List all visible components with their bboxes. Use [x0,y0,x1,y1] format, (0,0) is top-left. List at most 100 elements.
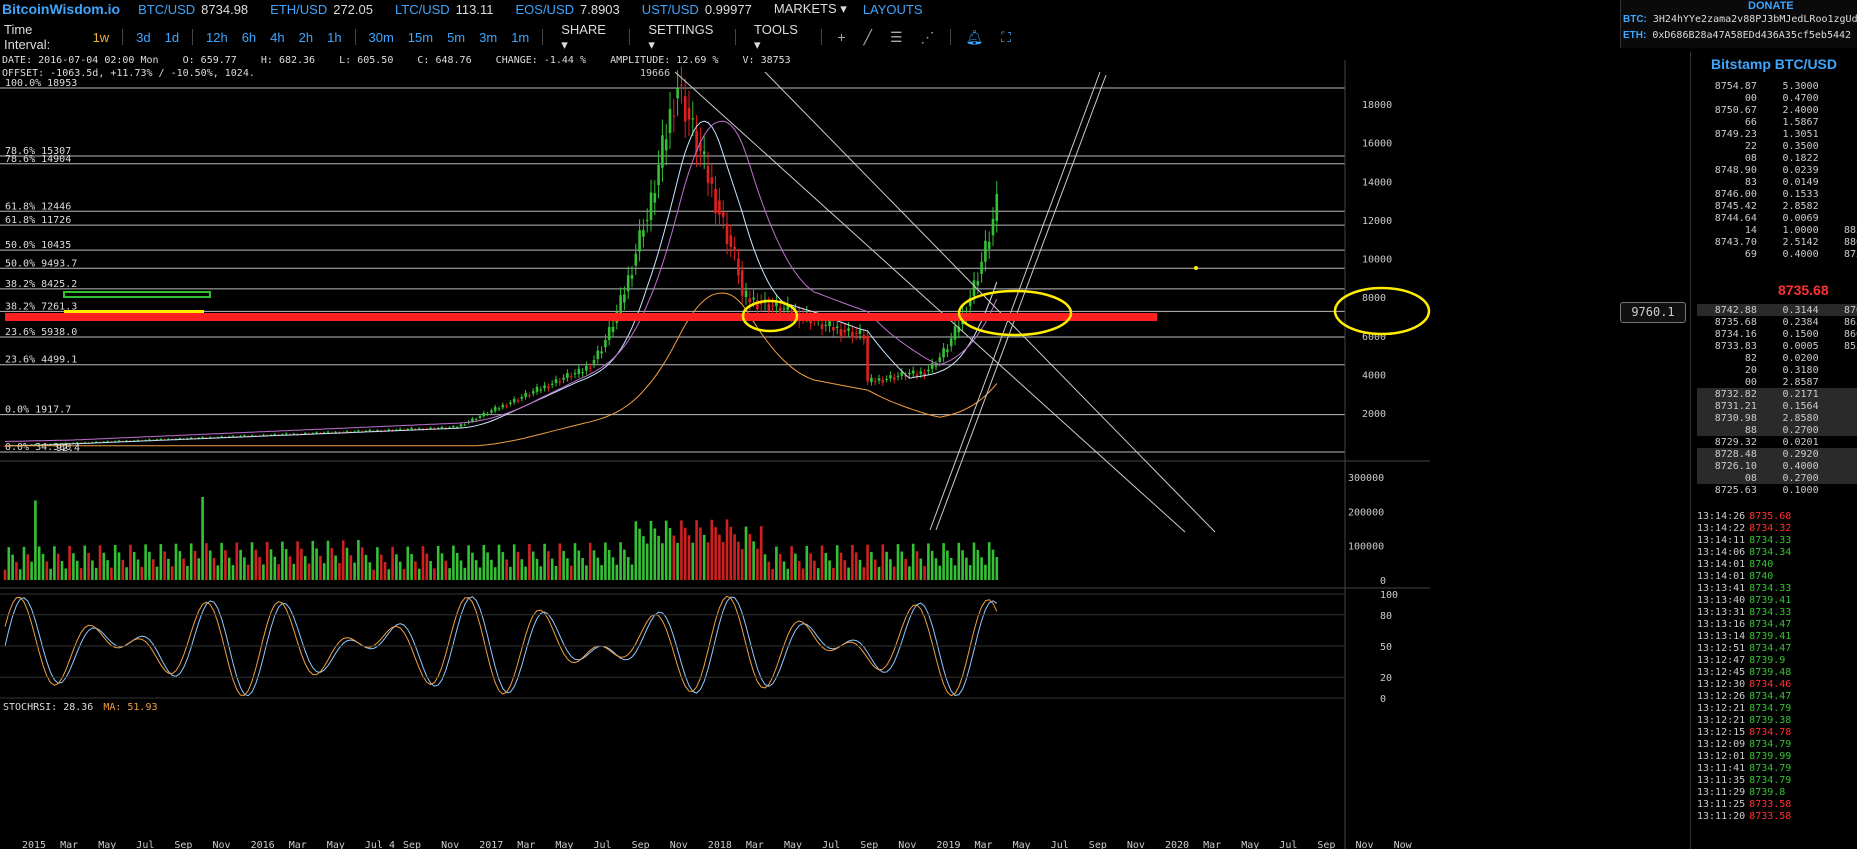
donate-title[interactable]: DONATE [1748,0,1794,12]
volume-bar [444,560,448,580]
ask-row[interactable]: 8748.90 0.0239 [1697,164,1857,176]
volume-bar [816,568,820,580]
candle-body [3,445,7,447]
ask-row[interactable]: 00 0.4700 [1697,92,1857,104]
settings-menu[interactable]: SETTINGS ▾ [648,21,714,52]
bid-row[interactable]: 08 0.2700 [1697,472,1857,484]
interval-6h[interactable]: 6h [241,29,257,45]
ticker-eos[interactable]: EOS/USD 7.8903 [515,1,620,17]
volume-bar [984,564,987,580]
time-tick: Jul [822,840,840,849]
ask-row[interactable]: 8744.64 0.0069 [1697,212,1857,224]
interval-2h[interactable]: 2h [298,29,314,45]
bid-row[interactable]: 8731.21 0.1564 [1697,400,1857,412]
bid-row[interactable]: 00 2.8587 [1697,376,1857,388]
trade-time: 13:12:21 [1697,703,1746,714]
site-logo[interactable]: BitcoinWisdom.io [2,1,121,17]
bid-row[interactable]: 8733.83 0.0005 855 [1697,340,1857,352]
ticker-btc[interactable]: BTC/USD 8734.98 [138,1,249,17]
trade-time: 13:14:11 [1697,535,1746,546]
candle-body [588,367,592,369]
crosshair-icon[interactable]: + [837,29,846,45]
bid-row[interactable]: 8742.88 0.3144 870 [1697,304,1857,316]
interval-1h[interactable]: 1h [327,29,342,45]
interval-15m[interactable]: 15m [407,29,434,45]
volume-bar [98,545,102,580]
interval-5m[interactable]: 5m [447,29,466,45]
markets-menu[interactable]: MARKETS ▾ [773,1,847,16]
share-menu[interactable]: SHARE ▾ [561,21,606,52]
volume-bar [892,566,896,580]
ask-amount: 0.0239 [1782,165,1819,176]
candle-body [273,434,277,436]
trendline-icon[interactable]: ╱ [863,28,872,45]
ask-row[interactable]: 08 0.1822 [1697,152,1857,164]
interval-3d[interactable]: 3d [136,29,151,45]
volume-bar [744,526,748,580]
volume-bar [22,546,26,580]
ask-row[interactable]: 14 1.0000 885 [1697,224,1857,236]
interval-1m[interactable]: 1m [511,29,530,45]
interval-4h[interactable]: 4h [270,29,285,45]
candle-body [94,441,98,443]
ask-row[interactable]: 8754.87 5.3000 [1697,80,1857,92]
candle-body [862,334,866,340]
bid-row[interactable]: 88 0.2700 [1697,424,1857,436]
trade-time: 13:12:45 [1697,667,1746,678]
fan-tool-icon[interactable]: ⋰ [920,28,935,45]
bid-row[interactable]: 20 0.3180 [1697,364,1857,376]
trendline [929,71,1101,531]
orderbook-title[interactable]: Bitstamp BTC/USD [1711,56,1838,72]
candle-body [478,416,482,418]
volume-bar [820,545,824,580]
bell-icon[interactable]: 🔔︎ [965,28,984,45]
bid-row[interactable]: 8726.10 0.4000 [1697,460,1857,472]
interval-3m[interactable]: 3m [479,29,498,45]
bid-row[interactable]: 8728.48 0.2920 [1697,448,1857,460]
ask-row[interactable]: 69 0.4000 875 [1697,248,1857,260]
bid-row[interactable]: 8732.82 0.2171 [1697,388,1857,400]
bid-amount: 0.3180 [1782,365,1819,376]
candle-body [398,428,402,430]
volume-bar [235,542,239,580]
candle-body [923,372,926,376]
bid-row[interactable]: 8725.63 0.1000 [1697,484,1857,496]
volume-bar [604,542,607,580]
divider [821,29,823,45]
volume-bar [129,544,132,580]
ticker-ust[interactable]: UST/USD 0.99977 [641,1,752,17]
ask-row[interactable]: 8750.67 2.4000 [1697,104,1857,116]
fib-tool-icon[interactable]: ☰ [889,28,903,45]
bid-row[interactable]: 8730.98 2.8580 [1697,412,1857,424]
ask-depth [1825,92,1857,104]
ask-row[interactable]: 8749.23 1.3051 [1697,128,1857,140]
bid-row[interactable]: 8729.32 0.0201 [1697,436,1857,448]
ask-row[interactable]: 8743.70 2.5142 880 [1697,236,1857,248]
layouts-link[interactable]: LAYOUTS [862,1,923,17]
ask-row[interactable]: 8745.42 2.8582 [1697,200,1857,212]
volume-bar [554,565,558,580]
bid-amount: 0.1500 [1782,329,1819,340]
bid-row[interactable]: 82 0.0200 [1697,352,1857,364]
interval-12h[interactable]: 12h [205,29,228,45]
ask-row[interactable]: 22 0.3500 [1697,140,1857,152]
ticker-ltc[interactable]: LTC/USD 113.11 [394,1,494,17]
trade-time: 13:14:26 [1697,511,1746,522]
volume-bar [968,565,972,580]
ask-row[interactable]: 66 1.5867 [1697,116,1857,128]
fullscreen-icon[interactable]: ⛶ [1001,28,1012,45]
candle-body [687,107,691,120]
interval-1d[interactable]: 1d [164,29,180,45]
bid-row[interactable]: 8734.16 0.1500 860 [1697,328,1857,340]
interval-1w[interactable]: 1w [92,29,110,45]
trade-row: 13:13:31 8734.33 [1697,607,1791,619]
interval-30m[interactable]: 30m [368,29,394,45]
ask-row[interactable]: 8746.00 0.1533 [1697,188,1857,200]
candle-body [968,297,972,307]
candle-body [364,430,368,432]
tools-menu[interactable]: TOOLS ▾ [754,21,798,52]
ask-row[interactable]: 83 0.0149 [1697,176,1857,188]
ticker-eth[interactable]: ETH/USD 272.05 [270,1,373,17]
bid-row[interactable]: 8735.68 0.2384 865 [1697,316,1857,328]
